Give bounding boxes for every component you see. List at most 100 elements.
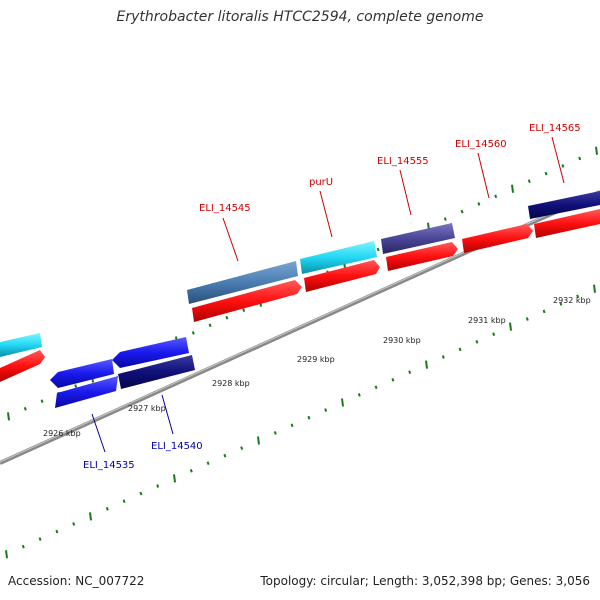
- cds-eli-14545[interactable]: [192, 280, 302, 322]
- scale-minor-tick: [527, 179, 531, 183]
- scale-minor-tick: [191, 331, 195, 335]
- scale-minor-tick: [458, 347, 462, 352]
- scale-minor-tick: [273, 431, 277, 435]
- scale-minor-tick: [391, 377, 395, 382]
- scale-minor-tick: [139, 491, 143, 496]
- scale-minor-tick: [357, 393, 361, 397]
- scale-major-tick: [257, 436, 260, 445]
- scale-minor-tick: [38, 537, 42, 541]
- scale-minor-tick: [206, 461, 210, 466]
- scale-major-tick: [425, 360, 428, 369]
- cds-eli-14535[interactable]: [55, 376, 118, 408]
- label-eli-14545: ELI_14545: [199, 203, 251, 214]
- leader-eli-14540: [161, 394, 174, 435]
- scale-minor-tick: [525, 317, 529, 321]
- scale-minor-tick: [72, 522, 76, 526]
- leader-purU: [319, 190, 333, 238]
- cds-eli-14565[interactable]: [534, 209, 600, 238]
- scale-minor-tick: [156, 484, 160, 488]
- scale-major-tick: [509, 322, 512, 331]
- scale-major-tick: [595, 146, 598, 155]
- scale-minor-tick: [225, 315, 229, 320]
- leader-eli-14555: [399, 169, 412, 216]
- scale-minor-tick: [559, 302, 563, 306]
- scale-minor-tick: [542, 309, 546, 314]
- scale-minor-tick: [55, 529, 59, 534]
- scale-minor-tick: [544, 171, 548, 176]
- label-eli-14535: ELI_14535: [83, 460, 135, 471]
- label-purU: purU: [309, 177, 333, 188]
- gene-eli-14565[interactable]: [528, 191, 600, 219]
- label-leaders: [91, 136, 565, 453]
- scale-minor-tick: [240, 446, 244, 450]
- scale-tick-label: 2929 kbp: [297, 355, 335, 364]
- scale-minor-tick: [441, 355, 445, 359]
- leader-eli-14565: [551, 136, 565, 184]
- scale-minor-tick: [477, 202, 481, 206]
- genome-stats-text: Topology: circular; Length: 3,052,398 bp…: [260, 574, 590, 588]
- cds-eli-14560[interactable]: [462, 224, 533, 253]
- scale-major-tick: [511, 184, 514, 193]
- scale-minor-tick: [561, 164, 565, 168]
- scale-minor-tick: [23, 406, 27, 411]
- gene-eli-14545[interactable]: [187, 261, 298, 304]
- gene-eli-14540[interactable]: [112, 337, 189, 368]
- gene-eli-14555[interactable]: [381, 223, 455, 254]
- cds-left-edge[interactable]: [0, 350, 45, 382]
- map-title: Erythrobacter litoralis HTCC2594, comple…: [116, 9, 484, 25]
- scale-tick-labels: 2926 kbp 2927 kbp 2928 kbp 2929 kbp 2930 kbp…: [43, 296, 591, 438]
- scale-major-tick: [593, 284, 596, 293]
- scale-tick-label: 2927 kbp: [128, 404, 166, 413]
- lower-dotted-scale: [5, 284, 596, 559]
- scale-tick-label: 2926 kbp: [43, 429, 81, 438]
- scale-minor-tick: [21, 544, 25, 549]
- scale-minor-tick: [475, 340, 479, 344]
- scale-major-tick: [173, 474, 176, 483]
- scale-minor-tick: [376, 247, 380, 252]
- label-eli-14565: ELI_14565: [529, 123, 581, 134]
- scale-minor-tick: [122, 499, 126, 503]
- scale-tick-label: 2930 kbp: [383, 336, 421, 345]
- label-eli-14560: ELI_14560: [455, 139, 507, 150]
- scale-minor-tick: [374, 385, 378, 390]
- gene-purU[interactable]: [300, 241, 377, 274]
- scale-major-tick: [7, 412, 10, 421]
- scale-minor-tick: [578, 156, 582, 161]
- scale-major-tick: [89, 512, 92, 521]
- leader-eli-14535: [91, 413, 106, 453]
- label-eli-14540: ELI_14540: [151, 441, 203, 452]
- scale-minor-tick: [307, 415, 311, 420]
- scale-minor-tick: [223, 453, 227, 458]
- scale-minor-tick: [443, 217, 447, 221]
- forward-strand: [0, 191, 600, 382]
- cds-eli-14555[interactable]: [386, 242, 458, 271]
- gene-left-edge[interactable]: [0, 333, 42, 357]
- scale-minor-tick: [576, 294, 580, 299]
- reverse-strand: [50, 337, 195, 408]
- scale-tick-label: 2932 kbp: [553, 296, 591, 305]
- scale-minor-tick: [492, 332, 496, 337]
- scale-minor-tick: [105, 506, 109, 511]
- scale-minor-tick: [494, 194, 498, 199]
- gene-eli-14535[interactable]: [50, 359, 114, 388]
- scale-minor-tick: [40, 399, 44, 404]
- scale-minor-tick: [460, 209, 464, 214]
- scale-minor-tick: [290, 423, 294, 428]
- accession-text: Accession: NC_007722: [8, 574, 145, 588]
- scale-major-tick: [5, 550, 8, 559]
- scale-tick-label: 2928 kbp: [212, 379, 250, 388]
- cds-eli-14540[interactable]: [118, 355, 195, 389]
- scale-minor-tick: [208, 323, 212, 328]
- scale-minor-tick: [408, 370, 412, 374]
- leader-eli-14560: [477, 152, 490, 199]
- upper-dotted-scale: [7, 146, 598, 421]
- scale-minor-tick: [242, 308, 246, 312]
- cds-purU[interactable]: [304, 260, 380, 292]
- leader-eli-14545: [222, 217, 239, 262]
- scale-tick-label: 2931 kbp: [468, 316, 506, 325]
- scale-minor-tick: [189, 469, 193, 473]
- scale-minor-tick: [324, 408, 328, 412]
- scale-minor-tick: [74, 384, 78, 388]
- scale-major-tick: [341, 398, 344, 407]
